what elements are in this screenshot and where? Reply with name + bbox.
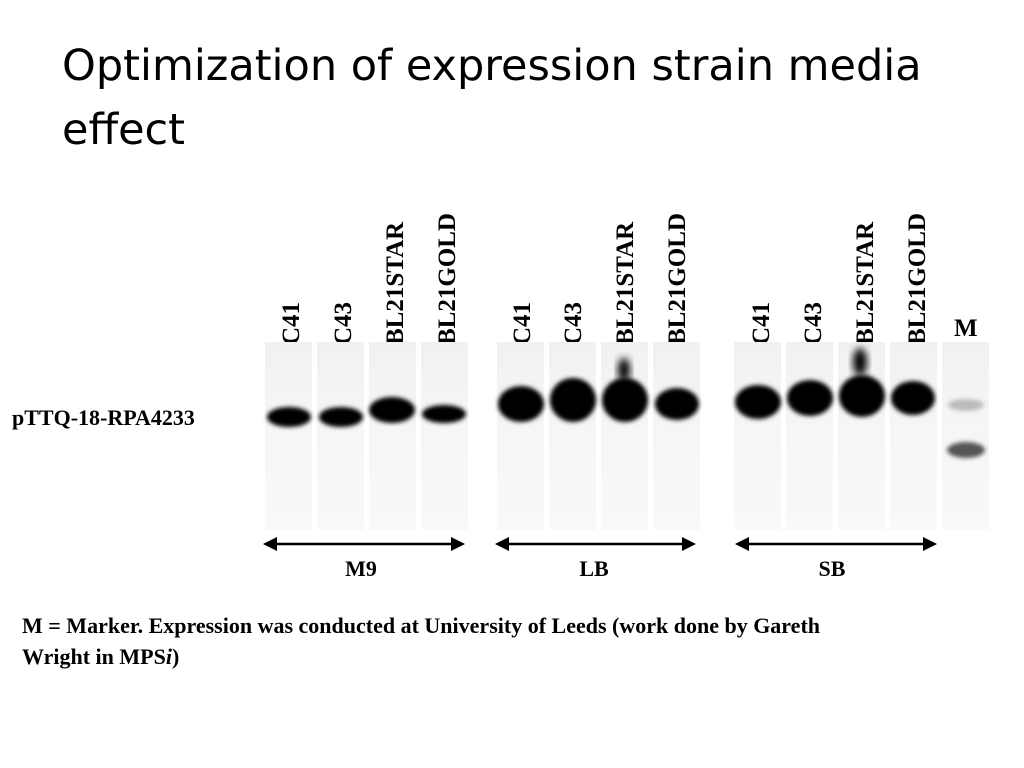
caption-line-2-suffix: ) [171, 644, 180, 669]
band [735, 385, 781, 419]
gel-lane [549, 342, 596, 530]
band [550, 378, 596, 422]
marker-band-faint [948, 399, 984, 411]
medium-label-lb: LB [579, 556, 609, 581]
gel-lane [890, 342, 937, 530]
band [787, 380, 833, 416]
caption-line-2: Wright in MPSi) [22, 641, 1022, 672]
band [422, 405, 466, 423]
gel-lane [265, 342, 312, 530]
marker-band [947, 442, 985, 458]
medium-label-m9: M9 [345, 556, 377, 581]
gel-lane [786, 342, 833, 530]
caption-line-1: M = Marker. Expression was conducted at … [22, 613, 821, 638]
caption: M = Marker. Expression was conducted at … [22, 610, 1022, 672]
gel-lanes [265, 342, 989, 530]
band [655, 388, 699, 420]
gel-bands [267, 348, 985, 458]
media-arrows [263, 537, 937, 551]
band-smear [853, 348, 867, 376]
slide-title: Optimization of expression strain media … [62, 41, 922, 155]
caption-line-2-italic: i [165, 644, 172, 669]
band [319, 407, 363, 427]
medium-label-sb: SB [818, 556, 846, 581]
marker-lane-label: M [954, 315, 978, 342]
arrow-lb [495, 537, 696, 551]
arrow-sb [735, 537, 937, 551]
band [891, 381, 935, 415]
gel-lane [497, 342, 544, 530]
gel-lane [653, 342, 700, 530]
gel-lane [317, 342, 364, 530]
gel-lane [421, 342, 468, 530]
gel-lane [942, 342, 989, 530]
caption-line-2-prefix: Wright in MPS [22, 644, 166, 669]
gel-lane [734, 342, 781, 530]
band [267, 407, 311, 427]
band [369, 397, 415, 423]
band [602, 378, 648, 422]
band [839, 375, 885, 417]
arrow-m9 [263, 537, 465, 551]
gel-lane [369, 342, 416, 530]
band [498, 386, 544, 422]
band-smear [618, 358, 630, 382]
construct-label: pTTQ-18-RPA4233 [12, 405, 195, 430]
